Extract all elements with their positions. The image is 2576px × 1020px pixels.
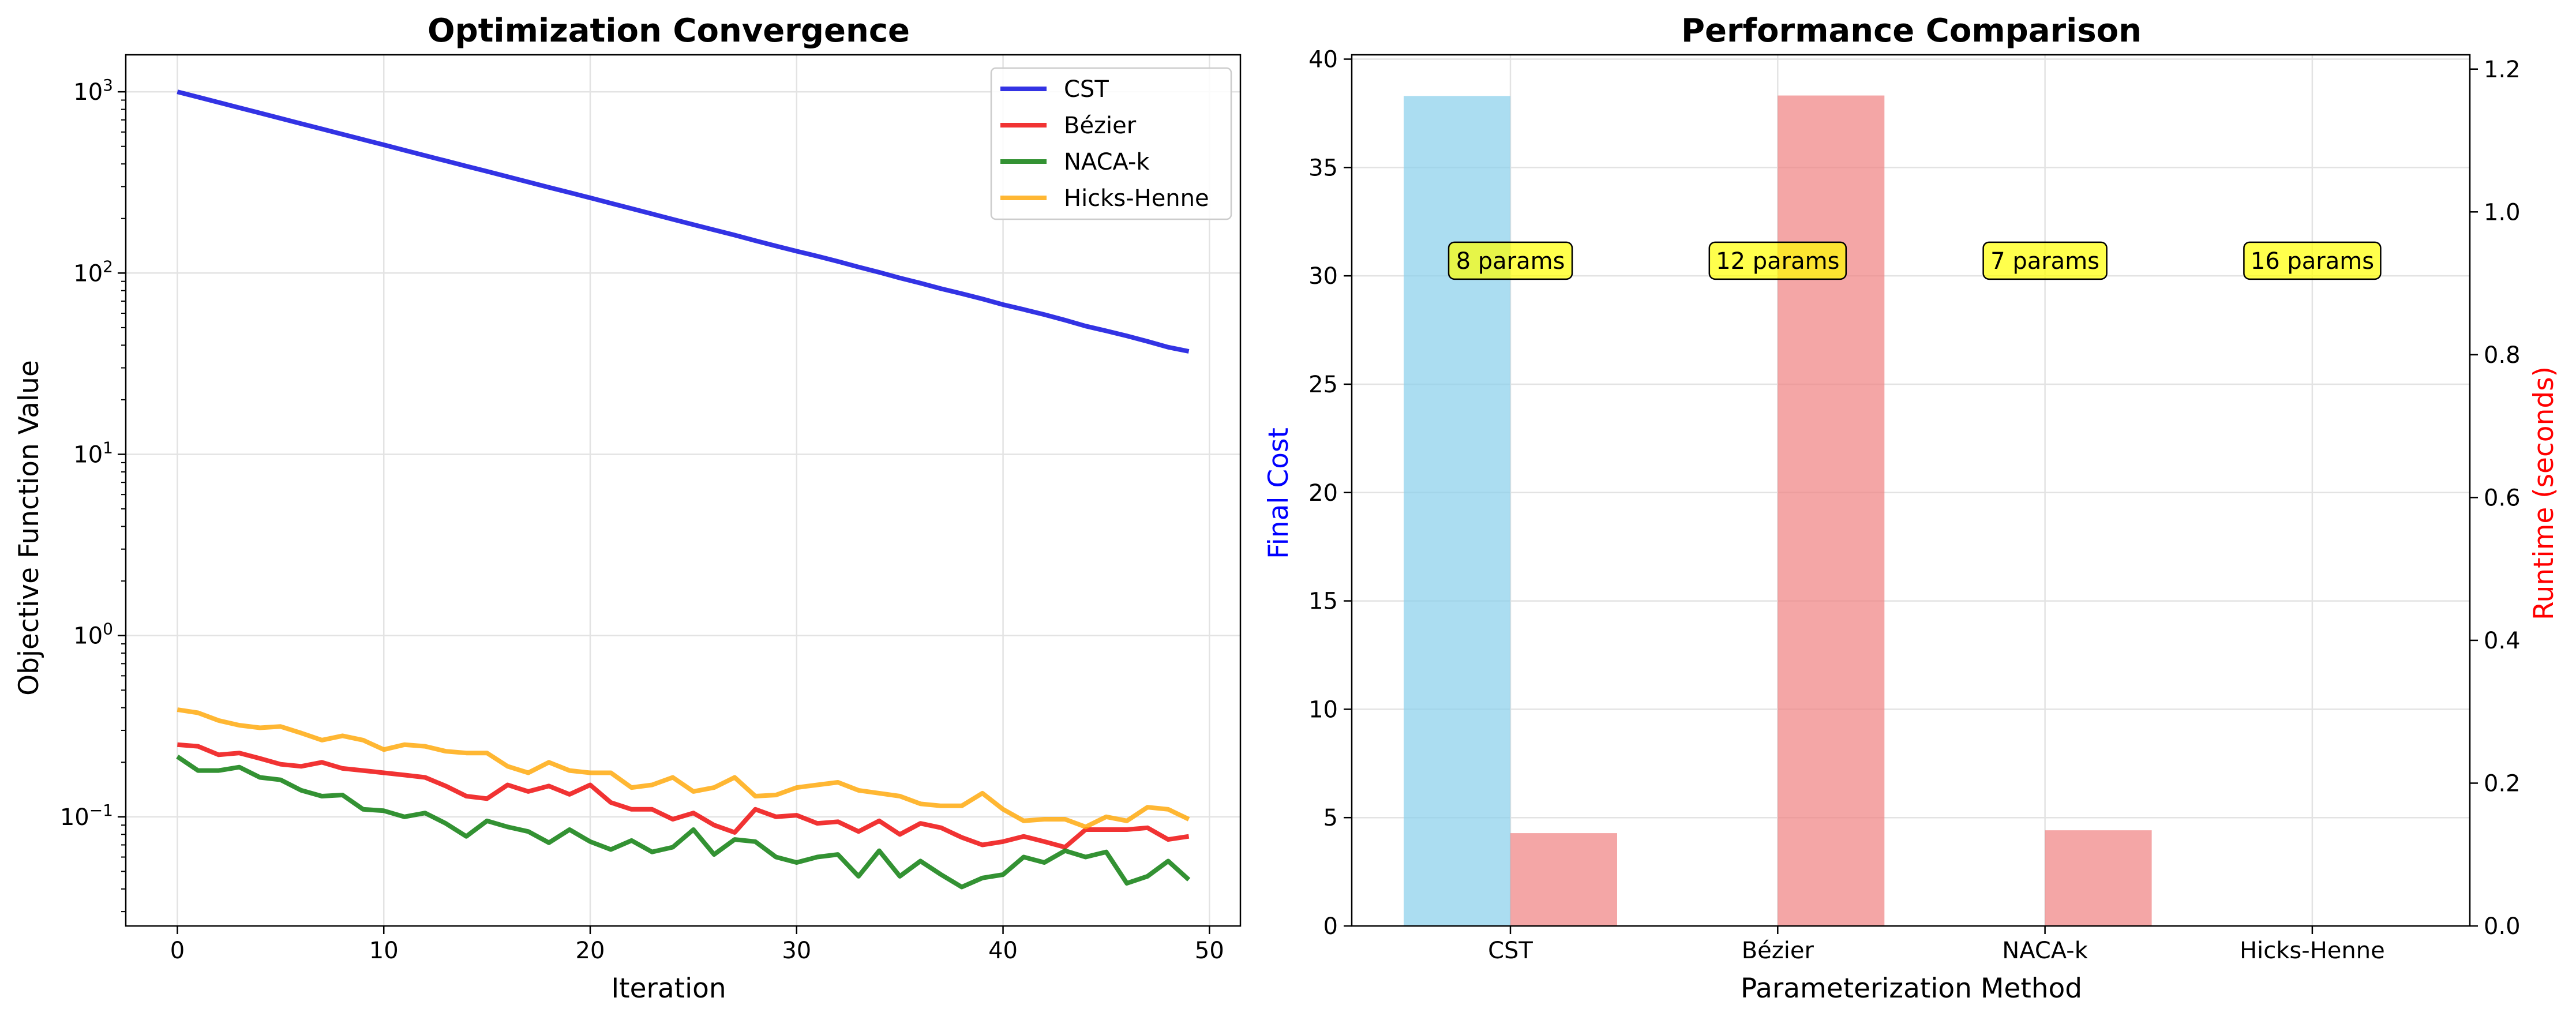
y2-tick-label: 1.0 [2484, 199, 2521, 226]
annotation-box [1708, 241, 1847, 280]
x-tick-label: CST [1488, 937, 1533, 964]
annotation-label: 16 params [2251, 248, 2374, 275]
left-y-axis-label: Objective Function Value [13, 360, 45, 696]
bar-runtime [2045, 830, 2152, 926]
bar-runtime [1510, 833, 1617, 926]
y2-tick-label: 1.2 [2484, 57, 2521, 83]
right-bars [1404, 95, 2152, 926]
y-tick-label: 40 [1308, 47, 1338, 73]
x-tick-label: 20 [576, 937, 605, 964]
annotation-box [2243, 241, 2382, 280]
x-tick-label: 50 [1195, 937, 1224, 964]
y2-tick-label: 0.0 [2484, 913, 2521, 940]
y-tick-label: 25 [1308, 372, 1338, 398]
bar-final-cost [1404, 96, 1510, 926]
series-line-hicks-henne [177, 707, 1190, 830]
y2-tick-label: 0.6 [2484, 485, 2521, 511]
x-tick-label: 10 [369, 937, 399, 964]
annotation-label: 7 params [1990, 248, 2099, 275]
y2-tick-label: 0.4 [2484, 628, 2521, 654]
y-tick-label: 100 [73, 620, 113, 650]
left-x-axis-label: Iteration [611, 973, 726, 1004]
series-line-cst [177, 89, 1190, 354]
right-secondary-y-axis-label: Runtime (seconds) [2528, 366, 2560, 620]
right-x-axis-label: Parameterization Method [1741, 973, 2082, 1004]
legend-label: Bézier [1064, 112, 1137, 139]
right-axes: 0 5 10 15 20 25 30 35 40 0.0 0.2 0.4 0.6 0.8 1.0 1.2 CST… [1308, 47, 2521, 964]
y-tick-label: 103 [73, 76, 113, 106]
legend: CST Bézier NACA-k Hicks-Henne [990, 67, 1232, 220]
series-line-b-zier [177, 742, 1190, 850]
annotation-box [1982, 241, 2108, 280]
y-tick-label: 0 [1323, 913, 1338, 940]
legend-label: Hicks-Henne [1064, 185, 1209, 212]
left-chart-panel: Optimization Convergence Objective Funct… [13, 12, 1242, 1004]
y-tick-label: 10 [1308, 696, 1338, 723]
left-plot-frame [125, 54, 1242, 927]
x-tick-label: 0 [170, 937, 185, 964]
y-tick-label: 10−1 [60, 801, 113, 831]
y-tick-label: 35 [1308, 155, 1338, 181]
y-tick-label: 102 [73, 257, 113, 287]
y-tick-label: 5 [1323, 805, 1338, 831]
annotation-box [1448, 241, 1573, 280]
x-tick-label: 30 [782, 937, 811, 964]
right-chart-title: Performance Comparison [1681, 12, 2142, 50]
y-tick-label: 101 [73, 438, 113, 468]
right-y-axis-label: Final Cost [1263, 427, 1295, 559]
bar-runtime [1778, 95, 1885, 926]
x-tick-label: Bézier [1742, 937, 1814, 964]
left-chart-title: Optimization Convergence [428, 12, 910, 50]
right-annotations: 8 params 12 params 7 params 16 params [1448, 241, 2382, 280]
legend-box [990, 67, 1232, 220]
y-tick-label: 20 [1308, 480, 1338, 507]
x-tick-label: Hicks-Henne [2240, 937, 2385, 964]
y-tick-label: 30 [1308, 263, 1338, 290]
annotation-label: 8 params [1456, 248, 1565, 275]
right-plot-frame [1351, 54, 2471, 927]
y2-tick-label: 0.2 [2484, 770, 2521, 797]
left-series-lines [176, 89, 1191, 890]
y2-tick-label: 0.8 [2484, 342, 2521, 369]
legend-label: NACA-k [1064, 149, 1150, 175]
right-chart-panel: Performance Comparison Final Cost Runtim… [1263, 12, 2560, 1004]
x-tick-label: NACA-k [2002, 937, 2088, 964]
right-grid [1352, 55, 2470, 927]
legend-label: CST [1064, 76, 1109, 103]
series-line-naca-k [176, 755, 1191, 890]
left-axes: 0 10 20 30 40 50 10−1 100 101 102 103 [60, 54, 1242, 964]
annotation-label: 12 params [1716, 248, 1839, 275]
y-tick-label: 15 [1308, 588, 1338, 615]
x-tick-label: 40 [988, 937, 1018, 964]
